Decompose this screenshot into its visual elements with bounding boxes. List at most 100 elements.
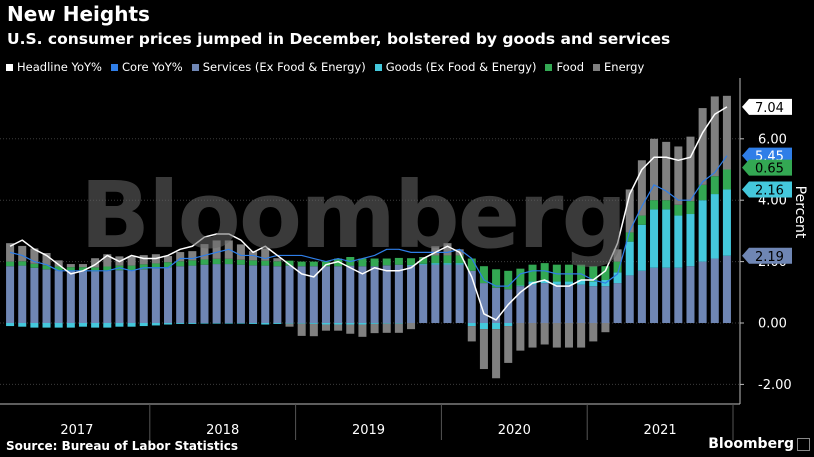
bar-goods <box>346 323 355 325</box>
bar-food <box>370 258 379 267</box>
bar-services <box>613 283 622 323</box>
bar-food <box>139 264 148 270</box>
bar-services <box>200 264 209 323</box>
bar-goods <box>577 280 586 285</box>
legend-label-food: Food <box>556 60 585 74</box>
bar-goods <box>200 323 209 324</box>
bar-services <box>370 266 379 323</box>
bar-services <box>674 267 683 323</box>
end-label-food: 0.65 <box>742 159 792 177</box>
bar-services <box>212 264 221 323</box>
bar-energy <box>528 323 537 348</box>
bar-services <box>552 284 561 324</box>
bar-energy <box>54 260 63 267</box>
bar-food <box>698 184 707 201</box>
bar-goods <box>686 214 695 267</box>
bar-goods <box>370 323 379 324</box>
bar-services <box>431 264 440 323</box>
bar-energy <box>212 240 221 259</box>
bar-goods <box>297 323 306 324</box>
bar-services <box>516 286 525 323</box>
bar-services <box>309 266 318 323</box>
bar-services <box>479 283 488 323</box>
bar-energy <box>467 326 476 342</box>
bar-energy <box>236 244 245 260</box>
bar-goods <box>674 215 683 268</box>
bar-energy <box>164 256 173 263</box>
legend-label-services: Services (Ex Food & Energy) <box>202 60 366 74</box>
bar-services <box>698 261 707 323</box>
legend-swatch-headline <box>6 63 13 71</box>
bar-food <box>650 200 659 210</box>
bar-goods <box>382 323 391 324</box>
bar-goods <box>662 209 671 268</box>
bar-energy <box>722 95 731 170</box>
bar-goods <box>407 264 416 266</box>
end-label-text: 7.04 <box>755 101 784 116</box>
bar-services <box>54 270 63 323</box>
bar-energy <box>30 248 39 264</box>
bar-food <box>382 258 391 266</box>
bar-services <box>722 255 731 323</box>
bar-energy <box>176 252 185 262</box>
bar-energy <box>492 329 501 379</box>
legend: Headline YoY% Core YoY% Services (Ex Foo… <box>6 60 644 74</box>
bar-food <box>151 263 160 269</box>
x-tick-label: 2021 <box>644 423 677 438</box>
bar-energy <box>394 323 403 333</box>
bar-goods <box>127 323 136 327</box>
bar-goods <box>176 323 185 324</box>
end-label-box <box>742 98 792 115</box>
bar-services <box>334 266 343 323</box>
bar-energy <box>552 323 561 348</box>
bar-goods <box>139 323 148 327</box>
bar-energy <box>479 329 488 370</box>
bar-food <box>492 269 501 288</box>
bar-goods <box>18 323 27 327</box>
line-headline <box>9 106 728 321</box>
bar-goods <box>698 200 707 262</box>
legend-label-goods: Goods (Ex Food & Energy) <box>385 60 537 74</box>
bar-goods <box>321 323 330 325</box>
bar-food <box>722 169 731 190</box>
bar-food <box>200 259 209 265</box>
bar-goods <box>637 224 646 271</box>
bar-food <box>297 261 306 267</box>
bar-food <box>467 258 476 271</box>
bar-goods <box>479 323 488 330</box>
bar-goods <box>589 281 598 287</box>
bar-goods <box>224 323 233 324</box>
bar-food <box>504 270 513 290</box>
end-label-headline: 7.04 <box>742 98 792 116</box>
bar-goods <box>164 323 173 325</box>
bar-food <box>212 258 221 265</box>
bar-energy <box>504 326 513 363</box>
bar-goods <box>467 323 476 327</box>
bar-services <box>686 266 695 323</box>
legend-item-goods: Goods (Ex Food & Energy) <box>374 60 537 74</box>
bar-energy <box>78 264 87 268</box>
bar-food <box>443 255 452 264</box>
bar-food <box>552 264 561 282</box>
bar-energy <box>662 141 671 201</box>
bar-goods <box>285 323 294 324</box>
bar-services <box>249 265 258 323</box>
bar-energy <box>577 323 586 348</box>
end-label-goods: 2.16 <box>742 181 792 198</box>
legend-item-energy: Energy <box>593 60 644 74</box>
bar-energy <box>419 257 428 258</box>
bar-services <box>601 286 610 323</box>
bar-services <box>577 284 586 324</box>
bar-energy <box>613 249 622 262</box>
bar-energy <box>200 244 209 260</box>
bar-services <box>285 265 294 323</box>
bar-energy <box>285 323 294 327</box>
bar-food <box>18 261 27 266</box>
end-label-text: 2.19 <box>755 250 784 265</box>
bar-services <box>419 264 428 323</box>
bar-food <box>176 261 185 267</box>
legend-label-core: Core YoY% <box>121 60 183 74</box>
bar-goods <box>552 281 561 285</box>
bar-food <box>6 261 15 267</box>
bar-food <box>54 266 63 271</box>
